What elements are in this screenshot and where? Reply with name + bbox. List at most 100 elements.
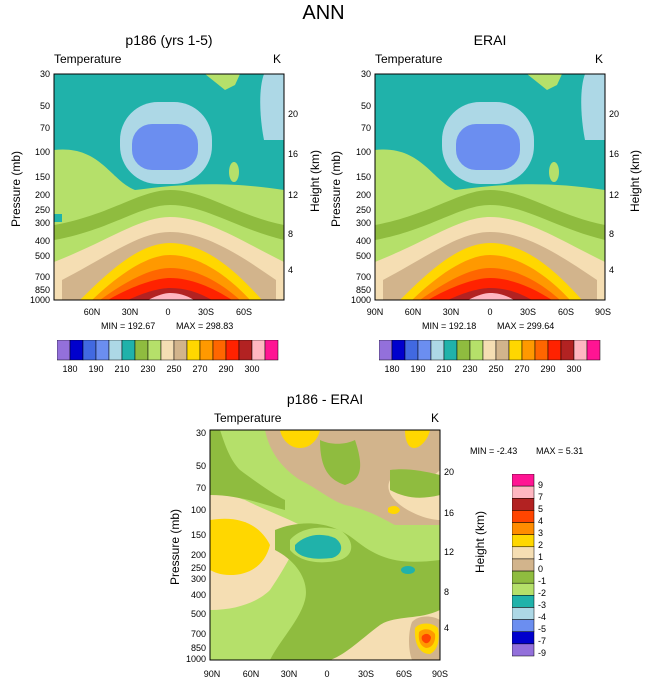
panel-obs-units-label: K [595, 52, 604, 66]
panel-diff-variable-label: Temperature [214, 411, 282, 425]
colorbar-swatch [547, 340, 562, 361]
colorbar-obs-swatches [379, 340, 601, 361]
svg-text:1000: 1000 [186, 654, 206, 664]
svg-text:190: 190 [88, 364, 103, 374]
panel-model-ylabel-right: Height (km) [308, 150, 322, 213]
svg-text:-3: -3 [538, 600, 546, 610]
svg-text:700: 700 [356, 272, 371, 282]
svg-text:200: 200 [35, 190, 50, 200]
colorbar-swatch [417, 340, 432, 361]
svg-text:4: 4 [538, 516, 543, 526]
panel-diff-ylabel-right: Height (km) [473, 511, 487, 574]
colorbar-swatch [173, 340, 188, 361]
svg-text:-7: -7 [538, 636, 546, 646]
svg-text:-1: -1 [538, 576, 546, 586]
svg-text:12: 12 [444, 547, 454, 557]
svg-text:30S: 30S [358, 669, 374, 679]
panel-model-plot: 30 50 70 100 150 200 250 300 400 500 700… [30, 69, 298, 317]
colorbar-swatch [212, 340, 227, 361]
svg-text:3: 3 [538, 528, 543, 538]
colorbar-swatch [573, 340, 588, 361]
svg-text:50: 50 [40, 101, 50, 111]
svg-text:90N: 90N [367, 307, 384, 317]
svg-text:12: 12 [609, 190, 619, 200]
panel-diff-plot: 30 50 70 100 150 200 250 300 400 500 700… [186, 428, 454, 679]
svg-text:300: 300 [566, 364, 581, 374]
colorbar-swatch [186, 340, 201, 361]
panel-diff-contours [210, 430, 440, 660]
svg-text:300: 300 [356, 218, 371, 228]
svg-text:60S: 60S [236, 307, 252, 317]
svg-text:60S: 60S [558, 307, 574, 317]
svg-text:200: 200 [191, 550, 206, 560]
svg-text:0: 0 [165, 307, 170, 317]
colorbar-swatch [512, 558, 535, 572]
svg-text:500: 500 [191, 609, 206, 619]
colorbar-swatch [264, 340, 279, 361]
svg-text:1000: 1000 [351, 295, 371, 305]
svg-text:250: 250 [35, 205, 50, 215]
svg-text:70: 70 [361, 123, 371, 133]
panel-model-ylabel-left: Pressure (mb) [9, 151, 23, 228]
colorbar-swatch [586, 340, 601, 361]
colorbar-swatch [521, 340, 536, 361]
svg-text:4: 4 [609, 265, 614, 275]
colorbar-swatch [147, 340, 162, 361]
colorbar-swatch [512, 619, 535, 632]
svg-text:180: 180 [384, 364, 399, 374]
colorbar-swatch [238, 340, 253, 361]
svg-text:90S: 90S [595, 307, 611, 317]
colorbar-swatch [456, 340, 471, 361]
svg-text:400: 400 [191, 590, 206, 600]
svg-text:270: 270 [192, 364, 207, 374]
svg-text:230: 230 [140, 364, 155, 374]
colorbar-swatch [534, 340, 549, 361]
colorbar-swatch [199, 340, 214, 361]
svg-text:70: 70 [196, 483, 206, 493]
svg-text:400: 400 [35, 236, 50, 246]
svg-text:250: 250 [191, 563, 206, 573]
panel-diff-title: p186 - ERAI [286, 391, 364, 407]
colorbar-swatch [512, 522, 535, 535]
colorbar-swatch [225, 340, 240, 361]
colorbar-swatch [512, 534, 535, 548]
svg-text:700: 700 [35, 272, 50, 282]
colorbar-swatch [512, 643, 535, 657]
svg-text:16: 16 [288, 149, 298, 159]
panel-diff-units-label: K [431, 411, 440, 425]
panel-obs-variable-label: Temperature [375, 52, 443, 66]
colorbar-swatch [512, 485, 535, 499]
svg-text:230: 230 [462, 364, 477, 374]
svg-text:8: 8 [288, 229, 293, 239]
svg-text:850: 850 [356, 285, 371, 295]
svg-text:4: 4 [288, 265, 293, 275]
panel-obs-min-label: MIN = 192.18 [422, 321, 477, 331]
colorbar-swatch [560, 340, 575, 361]
svg-text:-9: -9 [538, 648, 546, 658]
svg-text:0: 0 [487, 307, 492, 317]
colorbar-diff: 9 7 5 4 3 2 1 0 -1 -2 -3 -4 -5 -7 -9 [512, 474, 546, 658]
panel-diff-ylabel-left: Pressure (mb) [168, 509, 182, 586]
svg-text:-5: -5 [538, 624, 546, 634]
svg-text:30S: 30S [198, 307, 214, 317]
svg-text:30: 30 [361, 69, 371, 79]
colorbar-swatch [95, 340, 110, 361]
colorbar-swatch [430, 340, 445, 361]
svg-text:20: 20 [444, 467, 454, 477]
svg-text:30: 30 [196, 428, 206, 438]
svg-text:70: 70 [40, 123, 50, 133]
panel-model-min-label: MIN = 192.67 [101, 321, 156, 331]
svg-text:500: 500 [35, 251, 50, 261]
svg-text:180: 180 [62, 364, 77, 374]
colorbar-swatch [69, 340, 84, 361]
svg-text:100: 100 [191, 505, 206, 515]
svg-text:100: 100 [35, 147, 50, 157]
panel-obs-contours [375, 74, 605, 300]
colorbar-swatch [512, 582, 535, 596]
panel-obs-axes: 30 50 70 100 150 200 250 300 400 500 700… [351, 69, 619, 317]
svg-text:12: 12 [288, 190, 298, 200]
colorbar-model: 180 190 210 230 250 270 290 300 [57, 340, 279, 374]
svg-text:90S: 90S [432, 669, 448, 679]
svg-text:400: 400 [356, 236, 371, 246]
colorbar-swatch [512, 607, 535, 620]
